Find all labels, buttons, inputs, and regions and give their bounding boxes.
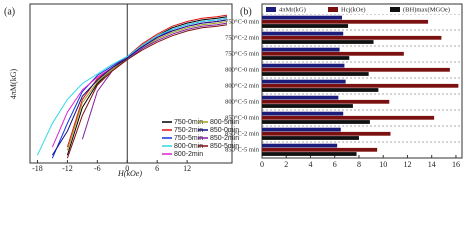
panel-label: (b)	[240, 6, 252, 17]
legend-label: 800-0min	[174, 143, 203, 150]
category-label: 750°C-0 min	[225, 18, 260, 25]
curve	[51, 19, 228, 156]
bar	[262, 115, 435, 120]
legend-label: 4πMr(kG)	[279, 6, 306, 13]
legend-label: Hcj(kOe)	[341, 6, 366, 13]
legend-label: 750-2min	[174, 127, 203, 134]
x-tick-label: 16	[452, 160, 460, 169]
legend-label: 800-5min	[210, 119, 239, 126]
legend-swatch	[328, 7, 338, 12]
x-tick-label: 6	[155, 164, 159, 173]
bar	[262, 79, 346, 84]
x-tick-label: -6	[94, 164, 101, 173]
bar	[262, 88, 379, 92]
x-tick-label: 0	[260, 160, 264, 169]
bar	[262, 147, 378, 152]
bar	[262, 99, 390, 104]
bar	[262, 67, 450, 72]
bar	[262, 56, 350, 60]
bar	[262, 51, 404, 56]
curve	[66, 24, 228, 159]
x-tick-label: 10	[379, 160, 387, 169]
x-tick-label: 8	[357, 160, 361, 169]
bar	[262, 111, 344, 116]
x-tick-label: 4	[308, 160, 312, 169]
legend-label: 750-5min	[174, 135, 203, 142]
bar	[262, 136, 359, 140]
panel-label: (a)	[4, 6, 15, 17]
bar	[262, 95, 339, 100]
x-tick-label: 2	[284, 160, 288, 169]
legend-label: 800-2min	[174, 151, 203, 158]
legend-label: 850-5min	[210, 143, 239, 150]
curve	[81, 22, 228, 140]
bar	[262, 47, 340, 52]
x-tick-label: 14	[428, 160, 436, 169]
bar	[262, 143, 338, 148]
bar	[262, 19, 429, 24]
bar	[262, 131, 391, 136]
bar	[262, 120, 370, 124]
bar	[262, 72, 369, 76]
category-label: 850°C-0 min	[225, 114, 260, 121]
bar	[262, 104, 353, 108]
curve	[37, 17, 228, 156]
plot-frame-a	[29, 3, 233, 164]
legend-label: 850-2min	[210, 135, 239, 142]
x-tick-label: 6	[333, 160, 337, 169]
legend-label: 850-0min	[210, 127, 239, 134]
category-label: 800°C-2 min	[225, 82, 260, 89]
bar	[262, 24, 349, 28]
curve	[66, 14, 228, 148]
curve	[66, 21, 228, 151]
x-tick-label: -18	[32, 164, 43, 173]
legend-swatch	[266, 7, 276, 12]
x-tick-label: 12	[403, 160, 411, 169]
x-tick-label: 12	[183, 164, 191, 173]
x-tick-label: 0	[125, 164, 129, 173]
category-label: 800°C-5 min	[225, 98, 260, 105]
legend-swatch	[390, 7, 400, 12]
legend-label: (BH)max(MGOe)	[403, 6, 450, 13]
x-axis-label: H(kOe)	[117, 169, 142, 178]
bar	[262, 127, 341, 132]
bar	[262, 31, 344, 36]
legend-box	[263, 5, 461, 14]
category-label: 750°C-5 min	[225, 50, 260, 57]
bar	[262, 83, 459, 88]
x-tick-label: -12	[62, 164, 73, 173]
bar	[262, 40, 374, 44]
figure: (a) (b) H(kOe) 4πM(kG) -18 -12 -6 0 6 12 750-0…	[4, 3, 463, 178]
bar	[262, 63, 345, 68]
legend-label: 750-0min	[174, 119, 203, 126]
category-label: 850°C-5 min	[225, 146, 260, 153]
bar	[262, 152, 357, 156]
category-label: 750°C-2 min	[225, 34, 260, 41]
category-label: 850°C-2 min	[225, 130, 260, 137]
y-axis-label: 4πM(kG)	[9, 69, 18, 100]
bar	[262, 35, 442, 40]
category-label: 800°C-0 min	[225, 66, 260, 73]
bar	[262, 15, 342, 20]
